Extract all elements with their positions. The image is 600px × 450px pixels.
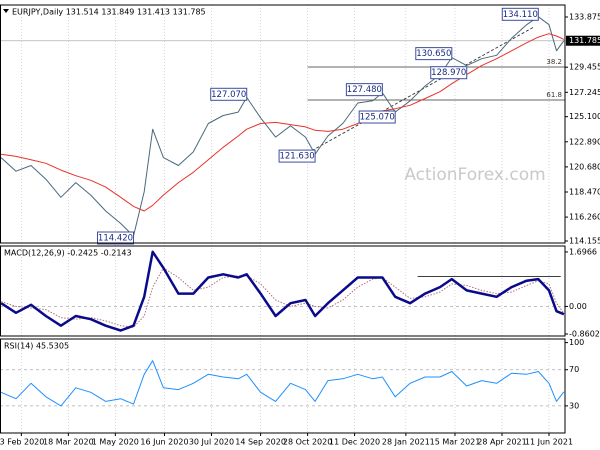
menu-arrow	[3, 9, 9, 13]
x-tick-label: 3 Feb 2020	[0, 438, 44, 447]
panel-border	[0, 245, 566, 337]
series-line	[0, 360, 565, 407]
annotation-label: 134.110	[503, 10, 538, 20]
annotation-box	[430, 66, 468, 80]
trendline	[307, 26, 535, 154]
x-tick-label: 1 May 2020	[92, 438, 139, 447]
y-tick-label: 122.890	[569, 137, 600, 146]
annotation-box	[345, 83, 383, 97]
panel-border	[0, 338, 566, 434]
annotation-label: 128.970	[431, 68, 466, 78]
y-tick-label: 0.00	[569, 302, 587, 311]
x-tick-label: 28 Jan 2021	[382, 438, 430, 447]
x-tick-label: 15 Mar 2021	[430, 438, 481, 447]
series-line	[0, 267, 565, 328]
x-tick-label: 16 Jun 2020	[140, 438, 188, 447]
y-tick-label: 70	[569, 365, 579, 374]
fib-label: 61.8	[546, 91, 562, 99]
annotation-label: 121.630	[279, 152, 314, 162]
fib-label: 38.2	[546, 58, 562, 66]
panel-title: EURJPY,Daily 131.514 131.849 131.413 131…	[12, 8, 206, 17]
annotation-box	[210, 87, 248, 101]
x-tick-label: 14 Sep 2020	[235, 438, 286, 447]
panel-title: MACD(12,26,9) -0.2425 -0.2143	[4, 249, 132, 258]
annotation-box	[278, 149, 316, 163]
x-tick-label: 11 Jun 2021	[525, 438, 573, 447]
annotation-box	[97, 231, 135, 245]
x-tick-label: 18 Mar 2020	[43, 438, 94, 447]
annotation-label: 127.480	[347, 85, 382, 95]
y-tick-label: 1.6966	[569, 247, 597, 256]
panel-title: RSI(14) 45.5305	[4, 342, 69, 351]
x-tick-label: 11 Dec 2020	[329, 438, 380, 447]
x-tick-label: 30 Jul 2020	[189, 438, 234, 447]
annotation-box	[501, 7, 539, 21]
y-tick-label: 125.100	[569, 112, 600, 121]
annotation-label: 130.650	[416, 49, 451, 59]
y-tick-label: -0.8602	[569, 330, 600, 339]
y-tick-label: 120.680	[569, 162, 600, 171]
series-line	[1, 33, 565, 212]
y-tick-label: 100	[569, 338, 584, 347]
y-tick-label: 30	[569, 401, 579, 410]
annotation-label: 125.070	[360, 113, 395, 123]
x-tick-label: 28 Oct 2020	[283, 438, 332, 447]
watermark: ActionForex.com	[404, 165, 545, 185]
y-tick-label: 118.470	[569, 187, 600, 196]
series-line	[0, 16, 565, 237]
panel-border	[0, 4, 566, 244]
current-price-label: 131.785	[569, 36, 600, 45]
annotation-box	[415, 47, 453, 61]
series-line	[0, 250, 565, 332]
annotation-label: 114.420	[98, 234, 133, 244]
x-tick-label: 28 Apr 2021	[477, 438, 526, 447]
annotation-label: 127.070	[211, 90, 246, 100]
y-tick-label: 133.875	[569, 12, 600, 21]
current-price-box	[566, 35, 600, 46]
y-tick-label: 114.155	[569, 237, 600, 246]
y-tick-label: 129.455	[569, 63, 600, 72]
annotation-box	[358, 110, 396, 124]
y-tick-label: 116.260	[569, 213, 600, 222]
y-tick-label: 127.245	[569, 88, 600, 97]
